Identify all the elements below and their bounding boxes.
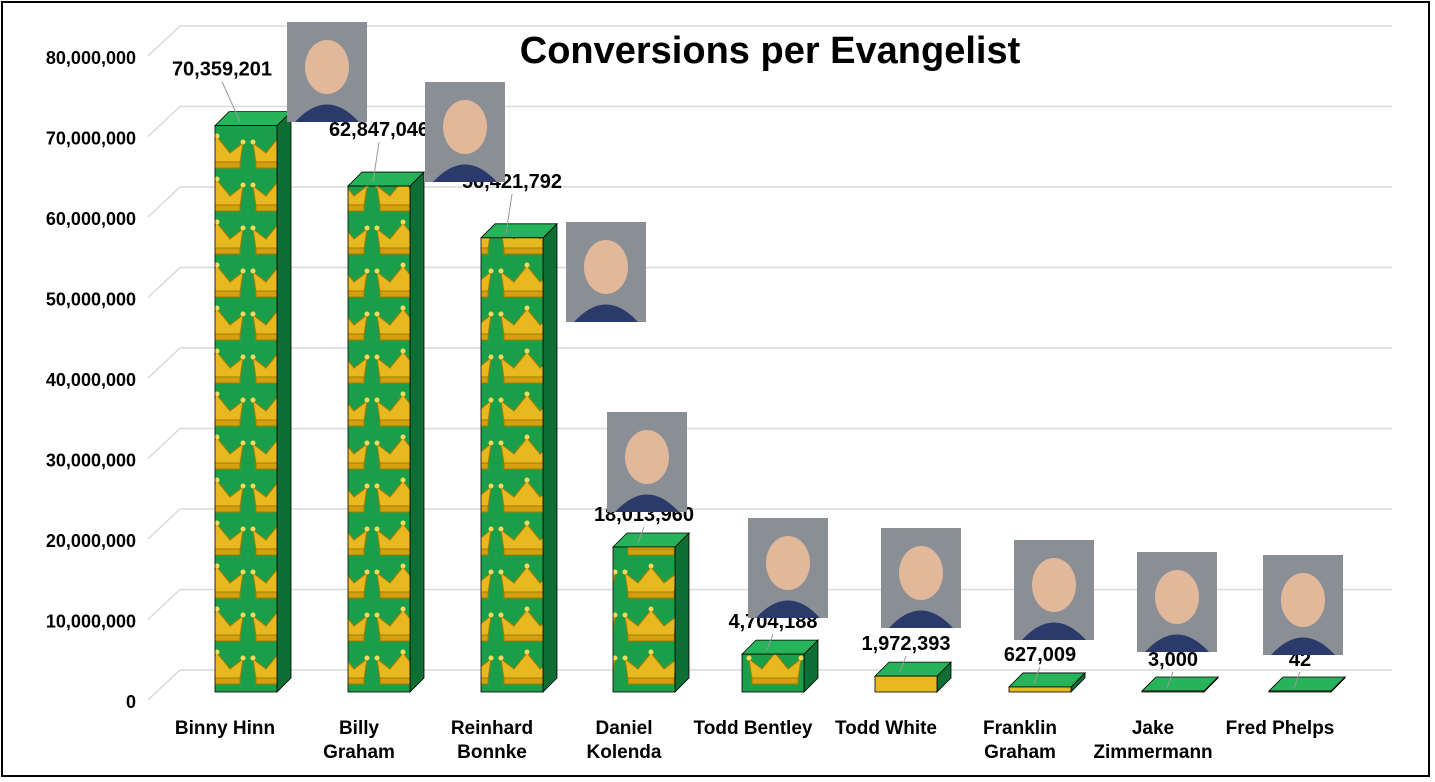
bar-top	[214, 111, 292, 127]
portrait-icon	[425, 82, 505, 182]
x-tick-label: Jake	[1132, 718, 1174, 739]
portrait-icon	[748, 518, 828, 618]
x-tick-label: Reinhard	[451, 718, 533, 739]
x-tick-label: Binny Hinn	[175, 718, 275, 739]
data-label: 1,972,393	[862, 633, 951, 655]
x-tick-label: Fred Phelps	[1226, 718, 1335, 739]
bar-top	[1008, 672, 1086, 688]
gridline-depth	[147, 588, 181, 621]
data-label: 627,009	[1004, 644, 1076, 666]
bar-top	[1141, 676, 1219, 692]
y-tick-label: 10,000,000	[46, 612, 136, 632]
x-tick-label: Bonnke	[457, 742, 527, 763]
bar	[347, 185, 411, 693]
y-tick-label: 0	[126, 692, 136, 712]
leader-line	[505, 193, 513, 234]
y-tick-label: 80,000,000	[46, 48, 136, 68]
bar	[874, 675, 938, 693]
bar-side	[409, 171, 425, 693]
portrait-icon	[607, 412, 687, 512]
y-tick-label: 30,000,000	[46, 451, 136, 471]
leader-line	[372, 142, 380, 183]
y-tick-label: 60,000,000	[46, 209, 136, 229]
x-tick-label: Todd White	[835, 718, 937, 739]
portrait-icon	[1263, 555, 1343, 655]
bar-top	[1268, 676, 1346, 692]
bar-top	[612, 532, 690, 548]
leader-line	[766, 633, 774, 651]
x-tick-label: Todd Bentley	[694, 718, 813, 739]
y-tick-label: 20,000,000	[46, 531, 136, 551]
y-tick-label: 70,000,000	[46, 129, 136, 149]
bar-side	[276, 110, 292, 693]
bar-side	[542, 222, 558, 693]
leader-line	[221, 81, 241, 122]
x-tick-label: Billy	[339, 718, 380, 739]
x-tick-label: Franklin	[983, 718, 1057, 739]
gridline-depth	[147, 508, 181, 540]
leader-line	[1033, 666, 1041, 684]
bar	[1268, 690, 1332, 693]
bar-top	[874, 661, 952, 677]
leader-line	[1166, 671, 1174, 689]
portrait-icon	[881, 528, 961, 628]
bar	[741, 653, 805, 693]
bar-top	[480, 223, 558, 239]
gridline-depth	[147, 266, 181, 299]
gridline-depth	[147, 186, 181, 218]
portrait-icon	[1014, 540, 1094, 640]
bar	[214, 125, 278, 693]
leader-line	[637, 526, 645, 544]
bar	[612, 546, 676, 693]
data-label: 3,000	[1148, 649, 1198, 671]
portrait-icon	[1137, 552, 1217, 652]
y-tick-label: 50,000,000	[46, 290, 136, 310]
bar	[1008, 686, 1072, 693]
data-label: 70,359,201	[172, 59, 272, 81]
bar-top	[347, 171, 425, 187]
bar	[480, 237, 544, 693]
gridline-depth	[147, 669, 181, 701]
bar-side	[674, 532, 690, 693]
bar-top	[741, 639, 819, 655]
gridline-depth	[147, 427, 181, 460]
x-tick-label: Zimmermann	[1093, 742, 1212, 763]
leader-line	[1293, 671, 1301, 689]
portrait-icon	[566, 222, 646, 322]
gridline-depth	[147, 25, 181, 57]
x-tick-label: Graham	[323, 742, 395, 763]
gridline-depth	[147, 105, 181, 138]
portrait-icon	[287, 22, 367, 122]
bar	[1141, 690, 1205, 693]
gridline-depth	[147, 347, 181, 379]
leader-line	[899, 655, 907, 673]
x-tick-label: Daniel	[595, 718, 652, 739]
y-tick-label: 40,000,000	[46, 370, 136, 390]
x-tick-label: Graham	[984, 742, 1056, 763]
data-label: 62,847,046	[329, 119, 429, 141]
chart-title: Conversions per Evangelist	[519, 30, 1021, 72]
x-tick-label: Kolenda	[587, 742, 662, 763]
